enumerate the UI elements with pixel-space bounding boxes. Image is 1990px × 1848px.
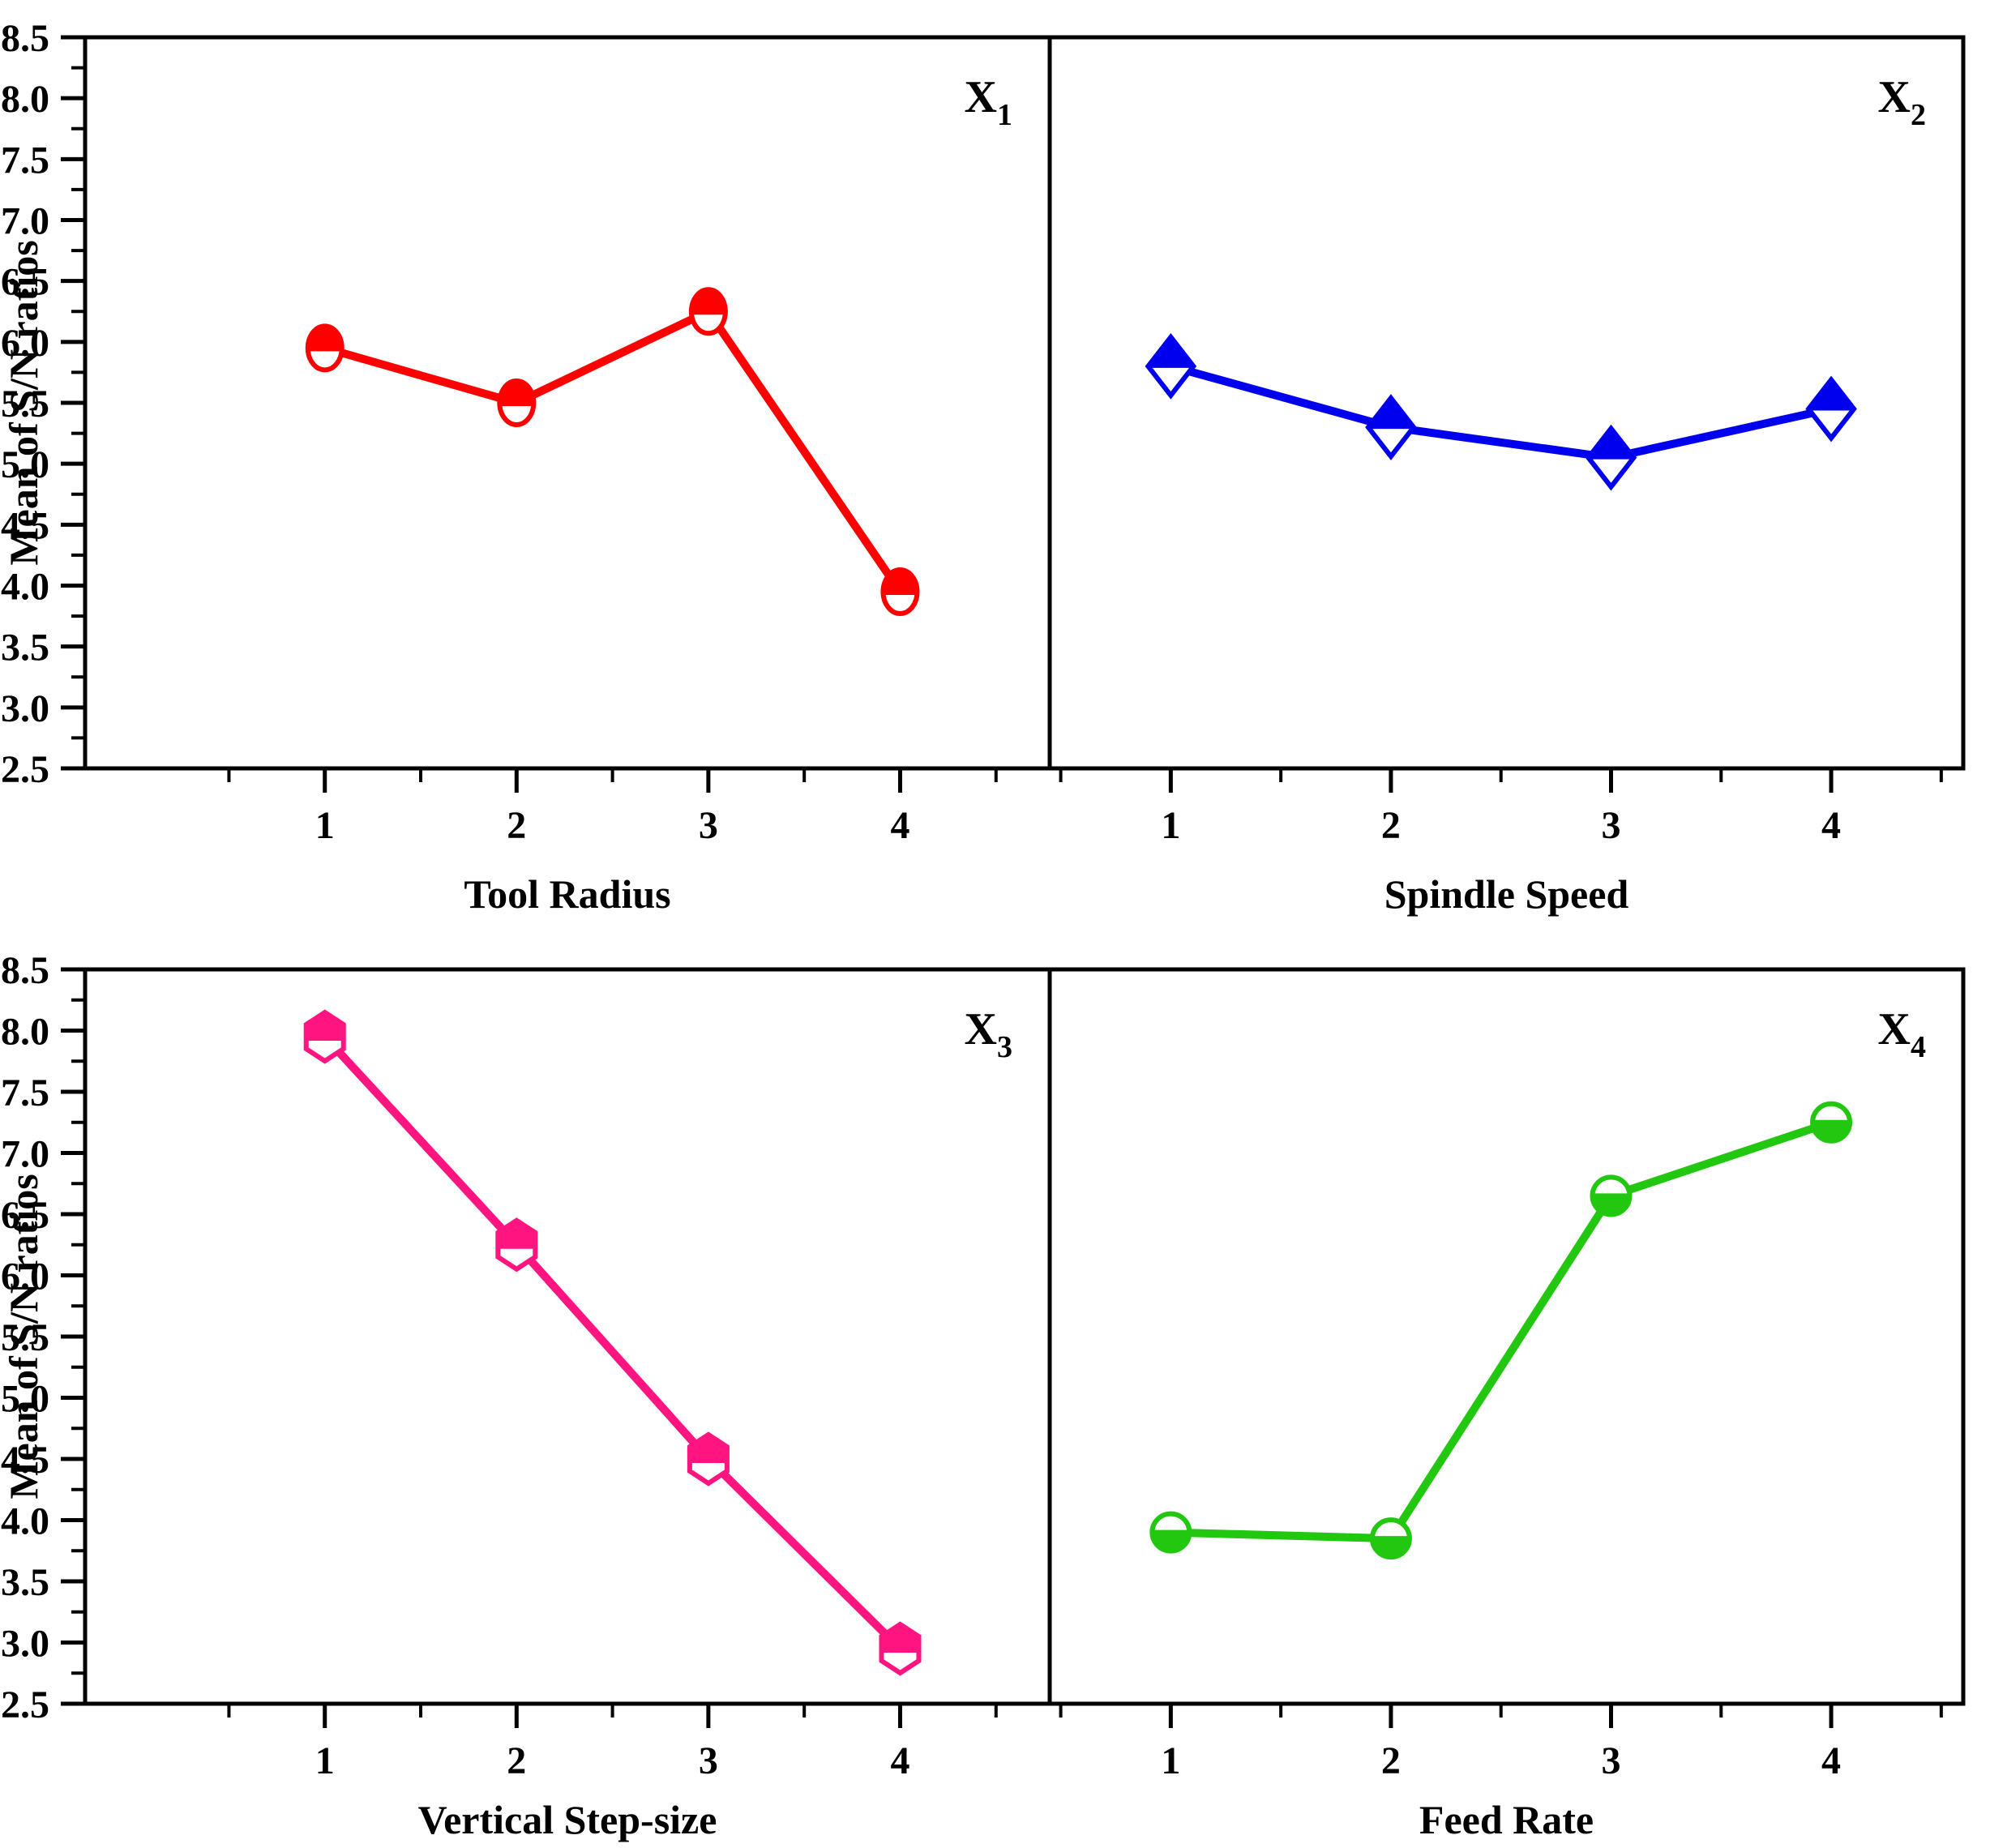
y-tick-label: 6.5 — [1, 1194, 49, 1237]
data-point-marker — [1805, 375, 1857, 443]
x-axis-title: Spindle Speed — [1384, 871, 1629, 917]
x-tick-label: 2 — [1381, 804, 1401, 847]
data-point-marker — [1365, 394, 1417, 460]
y-tick-label: 6.0 — [1, 322, 49, 365]
x-tick-label: 2 — [507, 1739, 526, 1782]
x-tick-label: 2 — [507, 804, 526, 847]
y-axis-title: Mean of S/N ratios — [1, 240, 46, 565]
data-point-marker — [688, 287, 728, 336]
data-point-marker — [687, 1431, 730, 1487]
data-point-marker — [1590, 1174, 1633, 1217]
panel-corner-label: X4 — [1878, 1004, 1926, 1064]
y-tick-label: 8.0 — [1, 1011, 49, 1054]
panel-bottom-right: 1 2 3 4 X4 Feed Rate — [1047, 967, 1966, 1842]
x-axis-title: Vertical Step-size — [418, 1797, 717, 1842]
y-tick-label: 7.5 — [1, 1072, 49, 1114]
plot-frame — [1047, 967, 1966, 1706]
y-axis-title: Mean of S/N ratios — [1, 1174, 46, 1499]
y-tick-label: 5.0 — [1, 443, 49, 486]
plot-frame — [83, 35, 1052, 771]
data-point-marker — [303, 1009, 346, 1064]
y-tick-label: 4.0 — [1, 1500, 49, 1543]
x-tick-label: 1 — [315, 804, 335, 847]
x-tick-label: 3 — [1601, 1739, 1620, 1782]
data-point-marker — [880, 567, 920, 617]
x-axis-title: Feed Rate — [1419, 1797, 1594, 1842]
y-tick-label: 3.0 — [1, 1623, 49, 1666]
y-tick-label: 7.0 — [1, 1133, 49, 1176]
y-tick-label: 7.5 — [1, 139, 49, 182]
series-line — [1166, 1118, 1836, 1543]
data-point-marker — [1149, 1511, 1192, 1554]
data-point-marker — [1145, 333, 1197, 400]
x-tick-label: 1 — [315, 1739, 335, 1782]
series-line — [320, 307, 905, 597]
y-tick-label: 6.5 — [1, 261, 49, 304]
y-tick-label: 4.5 — [1, 504, 49, 547]
plot-frame — [83, 967, 1052, 1706]
y-tick-label: 3.0 — [1, 687, 49, 730]
y-tick-label: 4.0 — [1, 566, 49, 609]
data-point-marker — [879, 1621, 922, 1676]
y-tick-label: 5.0 — [1, 1378, 49, 1421]
data-point-marker — [305, 323, 345, 373]
x-tick-label: 4 — [890, 1739, 909, 1782]
y-tick-label: 7.0 — [1, 200, 49, 243]
y-tick-label: 5.5 — [1, 1316, 49, 1359]
y-tick-label: 5.5 — [1, 383, 49, 426]
y-tick-label: 8.0 — [1, 78, 49, 121]
y-tick-label: 8.5 — [1, 949, 49, 992]
y-tick-label: 3.5 — [1, 1561, 49, 1604]
data-point-marker — [1369, 1517, 1412, 1560]
series-line — [320, 1033, 905, 1653]
series-line — [1166, 361, 1836, 462]
x-tick-label: 2 — [1381, 1739, 1401, 1782]
x-tick-label: 4 — [890, 804, 909, 847]
y-tick-label: 3.5 — [1, 627, 49, 669]
x-tick-label: 3 — [1601, 804, 1620, 847]
data-point-marker — [1585, 424, 1637, 491]
data-point-marker — [1810, 1101, 1853, 1144]
x-axis-title: Tool Radius — [464, 871, 670, 917]
y-tick-label: 8.5 — [1, 17, 49, 60]
y-tick-label: 4.5 — [1, 1439, 49, 1482]
x-tick-label: 4 — [1821, 1739, 1841, 1782]
y-tick-label: 6.0 — [1, 1256, 49, 1298]
data-point-marker — [495, 1217, 538, 1273]
x-tick-label: 1 — [1161, 1739, 1180, 1782]
x-tick-label: 4 — [1821, 804, 1841, 847]
x-tick-label: 3 — [699, 804, 718, 847]
x-tick-label: 3 — [699, 1739, 718, 1782]
x-tick-label: 1 — [1161, 804, 1180, 847]
y-tick-label: 2.5 — [1, 748, 49, 791]
data-point-marker — [497, 379, 537, 427]
y-tick-label: 2.5 — [1, 1683, 49, 1726]
